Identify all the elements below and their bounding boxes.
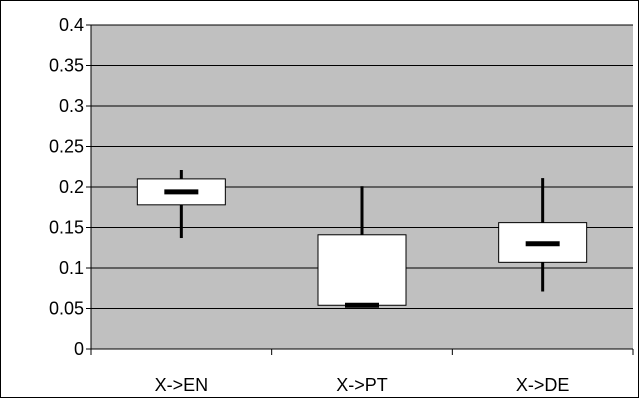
y-tick-label: 0.2 (59, 177, 84, 197)
box-x-de (498, 178, 588, 292)
box-x-pt (317, 186, 407, 308)
y-tick-label: 0.25 (49, 137, 84, 157)
y-tick-label: 0 (74, 339, 84, 359)
y-tick-label: 0.3 (59, 96, 84, 116)
tick-labels: 0 0.05 0.1 0.15 0.2 0.25 0.3 0.35 0.4 X->EN X->PT X… (49, 15, 569, 395)
y-tick-label: 0.05 (49, 299, 84, 319)
box-x-en (136, 169, 226, 239)
boxes (136, 169, 588, 308)
axes (86, 24, 634, 355)
x-tick-label: X->DE (516, 375, 570, 395)
y-tick-label: 0.1 (59, 258, 84, 278)
y-tick-label: 0.35 (49, 56, 84, 76)
y-tick-label: 0.15 (49, 218, 84, 238)
y-tick-label: 0.4 (59, 15, 84, 35)
x-tick-label: X->PT (336, 375, 388, 395)
x-tick-label: X->EN (155, 375, 209, 395)
box-body (317, 234, 407, 306)
